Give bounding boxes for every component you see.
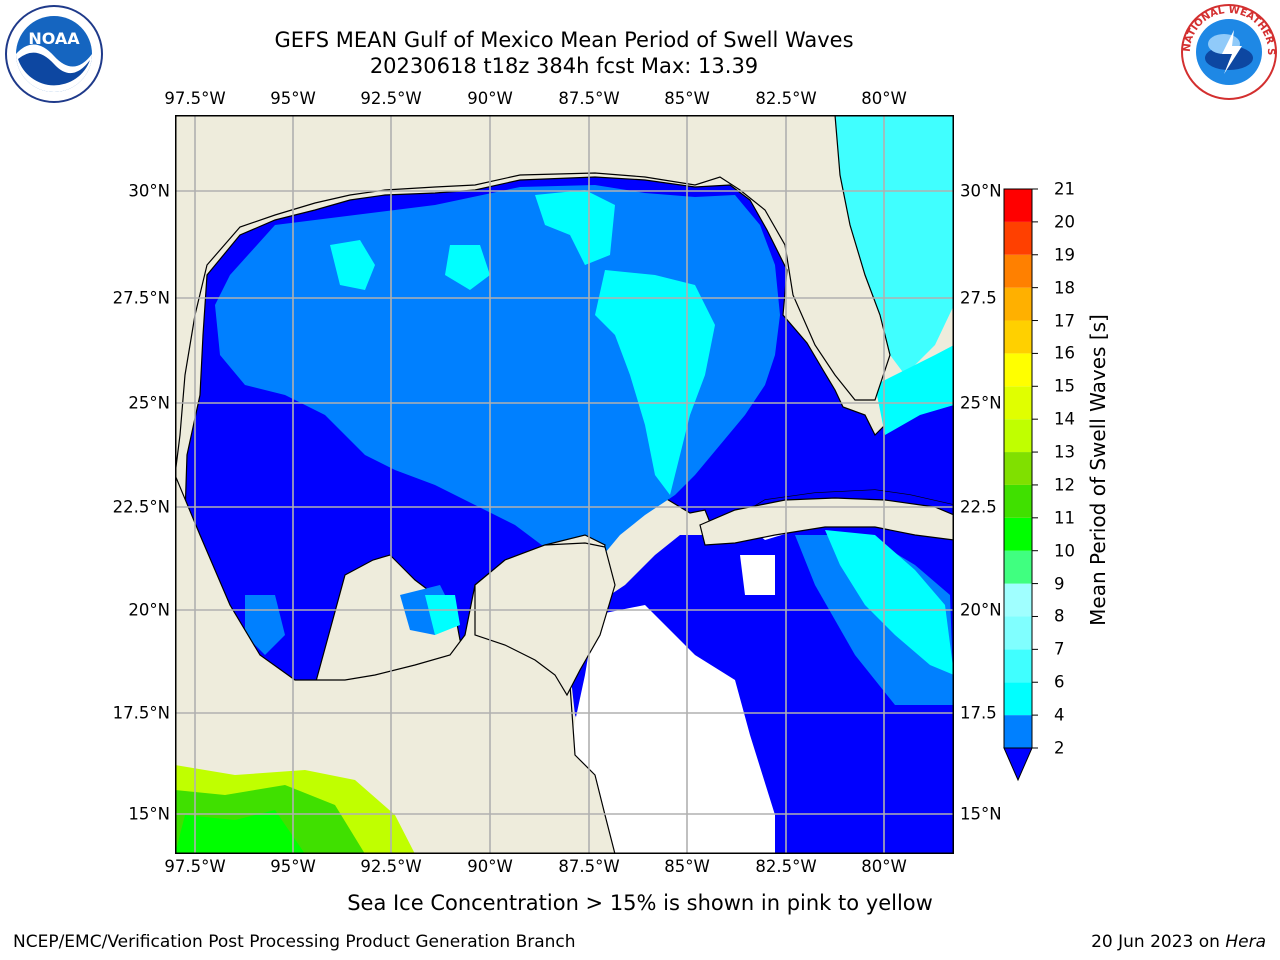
map-border (175, 115, 954, 854)
lat-tick-right: 27.5 (960, 288, 997, 308)
colorbar-label: 13 (1054, 442, 1075, 462)
map-panel (175, 115, 954, 854)
noaa-logo-text: NOAA (28, 29, 80, 48)
colorbar-cell (1004, 386, 1032, 420)
lat-tick-right: 15°N (960, 804, 1002, 824)
colorbar-cell (1004, 452, 1032, 485)
lat-tick-left: 22.5°N (112, 497, 170, 517)
swell-zone-6s (595, 270, 715, 495)
colorbar-cell (1004, 484, 1032, 518)
colorbar-label: 14 (1054, 409, 1075, 429)
lon-tick-bottom: 85°W (664, 857, 710, 876)
colorbar (1003, 188, 1038, 782)
colorbar-label: 6 (1054, 672, 1065, 692)
lat-tick-left: 27.5°N (112, 288, 170, 308)
land-yucatan (474, 542, 616, 697)
date-text: 20 Jun 2023 on (1091, 932, 1226, 952)
lon-tick-top: 95°W (270, 89, 316, 108)
colorbar-title: Mean Period of Swell Waves [s] (1086, 314, 1110, 626)
colorbar-label: 7 (1054, 639, 1065, 659)
colorbar-label: 9 (1054, 574, 1065, 594)
colorbar-label: 11 (1054, 508, 1075, 528)
colorbar-label: 21 (1054, 179, 1075, 199)
colorbar-label: 12 (1054, 475, 1075, 495)
lat-tick-right: 17.5 (960, 703, 997, 723)
lat-tick-left: 17.5°N (112, 703, 170, 723)
colorbar-label: 20 (1054, 212, 1075, 232)
lon-tick-bottom: 92.5°W (360, 857, 422, 876)
lon-tick-bottom: 90°W (467, 857, 513, 876)
colorbar-label: 19 (1054, 245, 1075, 265)
colorbar-label: 17 (1054, 311, 1075, 331)
colorbar-cell (1004, 189, 1032, 222)
lon-tick-bottom: 97.5°W (164, 857, 226, 876)
chart-subtitle: 20230618 t18z 384h fcst Max: 13.39 (369, 54, 759, 78)
lon-tick-top: 90°W (467, 89, 513, 108)
lon-tick-top: 97.5°W (164, 89, 226, 108)
colorbar-label: 2 (1054, 738, 1065, 758)
land-cuba (699, 497, 954, 546)
colorbar-label: 4 (1054, 705, 1065, 725)
lon-tick-top: 87.5°W (558, 89, 620, 108)
lat-tick-right: 20°N (960, 600, 1002, 620)
swell-zone-6s (445, 245, 490, 290)
lat-tick-left: 15°N (128, 804, 170, 824)
colorbar-cell (1004, 353, 1032, 387)
lon-tick-top: 92.5°W (360, 89, 422, 108)
chart-title: GEFS MEAN Gulf of Mexico Mean Period of … (274, 28, 854, 52)
swell-zone-6s (875, 345, 954, 435)
lat-tick-right: 22.5 (960, 497, 997, 517)
colorbar-cell (1004, 221, 1032, 255)
lat-tick-right: 30°N (960, 181, 1002, 201)
nws-logo: NATIONAL WEATHER SERVICE (1178, 2, 1277, 100)
swell-zone-6s (825, 530, 954, 675)
colorbar-cell (1004, 419, 1032, 453)
lat-tick-left: 20°N (128, 600, 170, 620)
swell-zone-6s (535, 190, 615, 265)
colorbar-cell (1004, 715, 1032, 748)
map-gridlines (175, 115, 954, 854)
colorbar-label: 15 (1054, 376, 1075, 396)
colorbar-cell (1004, 517, 1032, 551)
colorbar-cell (1004, 583, 1032, 617)
colorbar-label: 8 (1054, 606, 1065, 626)
colorbar-cell (1004, 550, 1032, 584)
lon-tick-top: 82.5°W (755, 89, 817, 108)
credit-text: NCEP/EMC/Verification Post Processing Pr… (13, 932, 576, 952)
sea-ice-footnote: Sea Ice Concentration > 15% is shown in … (347, 891, 933, 915)
colorbar-cell (1004, 682, 1032, 716)
sea-ice-region (175, 810, 305, 854)
lat-tick-left: 30°N (128, 181, 170, 201)
lon-tick-bottom: 80°W (861, 857, 907, 876)
date-host: Hera (1225, 932, 1266, 952)
colorbar-cell (1004, 320, 1032, 354)
lon-tick-bottom: 95°W (270, 857, 316, 876)
lat-tick-left: 25°N (128, 393, 170, 413)
colorbar-label: 10 (1054, 541, 1075, 561)
colorbar-cell (1004, 254, 1032, 288)
colorbar-cell (1004, 649, 1032, 683)
no-data-region (740, 555, 775, 595)
no-data-region (565, 605, 775, 854)
colorbar-border (1003, 188, 1033, 749)
lat-tick-right: 25°N (960, 393, 1002, 413)
colorbar-cell (1004, 287, 1032, 321)
swell-zone-6s (330, 240, 375, 290)
colorbar-extend-min (1003, 747, 1033, 782)
lon-tick-bottom: 87.5°W (558, 857, 620, 876)
colorbar-label: 18 (1054, 278, 1075, 298)
colorbar-label: 16 (1054, 343, 1075, 363)
lon-tick-bottom: 82.5°W (755, 857, 817, 876)
date-stamp: 20 Jun 2023 on Hera (1091, 932, 1266, 952)
lon-tick-top: 85°W (664, 89, 710, 108)
land-us-gulf-coast (175, 115, 954, 476)
swell-zone-6s (425, 595, 460, 635)
colorbar-cell (1004, 616, 1032, 650)
noaa-logo: NOAA (5, 5, 103, 103)
lon-tick-top: 80°W (861, 89, 907, 108)
atlantic-water (835, 115, 954, 375)
